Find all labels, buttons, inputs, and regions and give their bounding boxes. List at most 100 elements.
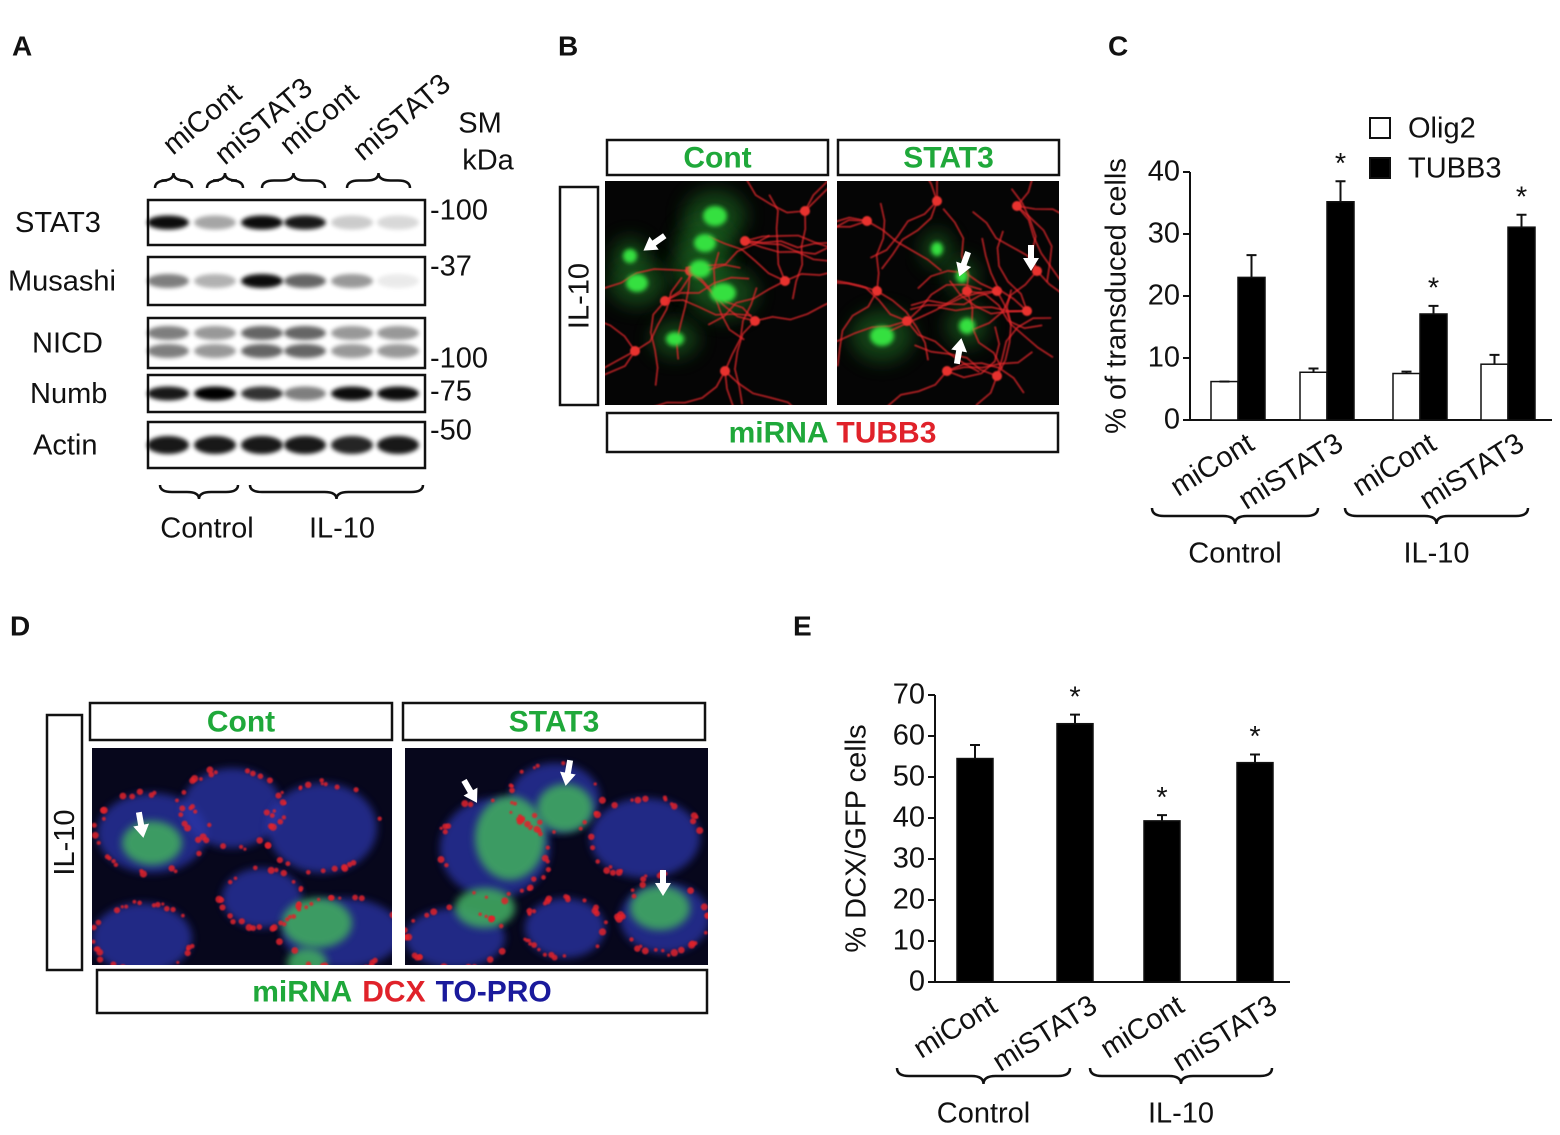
dcx-signal xyxy=(256,837,264,844)
dcx-signal xyxy=(532,766,536,770)
x-tick-label: miSTAT3 xyxy=(1167,989,1283,1078)
gfp-cell xyxy=(870,326,894,346)
y-tick-label: 0 xyxy=(1164,404,1180,436)
dcx-signal xyxy=(509,787,515,794)
neurite xyxy=(605,322,636,352)
nucleus xyxy=(525,898,605,958)
dcx-signal xyxy=(181,790,187,795)
dcx-signal xyxy=(276,856,284,864)
dcx-signal xyxy=(178,812,184,818)
neurite xyxy=(837,216,868,223)
nucleus xyxy=(222,868,302,928)
dcx-signal xyxy=(120,964,126,965)
bar xyxy=(1143,820,1181,983)
dcx-signal xyxy=(238,918,245,925)
row-label: IL-10 xyxy=(49,809,81,875)
error-bar xyxy=(1401,370,1412,374)
dcx-signal xyxy=(265,842,272,849)
dcx-signal xyxy=(472,964,477,965)
blot-band xyxy=(194,215,236,230)
dcx-signal xyxy=(472,891,476,895)
dcx-signal xyxy=(368,963,375,965)
dcx-signal xyxy=(203,837,210,844)
blot-band xyxy=(147,344,189,358)
dcx-signal xyxy=(478,912,482,916)
neurite xyxy=(744,240,827,255)
neurite xyxy=(754,302,827,322)
dcx-signal xyxy=(252,865,258,871)
dcx-signal xyxy=(271,924,278,931)
gfp-cell xyxy=(537,784,593,832)
gfp-cell xyxy=(710,283,736,303)
error-bar xyxy=(1308,367,1319,373)
dcx-signal xyxy=(411,919,416,923)
dcx-signal xyxy=(267,823,274,829)
neurite xyxy=(981,237,1028,312)
micrograph xyxy=(605,181,827,405)
dcx-signal xyxy=(196,850,202,857)
neurite xyxy=(605,350,636,376)
neurite xyxy=(887,370,948,405)
dcx-signal xyxy=(578,826,583,831)
neurite xyxy=(936,181,939,201)
dcx-signal xyxy=(593,782,597,786)
y-tick-label: 30 xyxy=(1148,218,1180,250)
bar xyxy=(1480,363,1509,421)
gfp-cell xyxy=(455,888,515,928)
dcx-signal xyxy=(552,830,556,834)
dcx-signal xyxy=(582,819,587,825)
neurite xyxy=(837,220,868,228)
neurite xyxy=(972,270,1038,331)
red-soma xyxy=(872,286,882,296)
blot-band xyxy=(331,326,373,340)
dcx-signal xyxy=(263,809,270,816)
dcx-signal xyxy=(320,782,324,786)
gfp-cell xyxy=(282,898,352,948)
dcx-signal xyxy=(164,905,170,912)
dcx-signal xyxy=(95,919,102,926)
dcx-signal xyxy=(598,796,606,804)
dcx-signal xyxy=(490,915,496,921)
dcx-signal xyxy=(611,801,618,809)
neurite xyxy=(744,240,827,262)
dcx-signal xyxy=(542,901,547,906)
dcx-signal xyxy=(662,795,667,800)
dcx-signal xyxy=(233,876,238,881)
dcx-signal xyxy=(603,920,608,925)
dcx-signal xyxy=(640,876,647,883)
dcx-signal xyxy=(562,954,567,958)
dcx-signal xyxy=(139,870,148,878)
dcx-signal xyxy=(334,784,340,790)
bar xyxy=(1326,201,1355,421)
dcx-signal xyxy=(442,829,448,835)
nucleus xyxy=(267,783,377,873)
dcx-signal xyxy=(545,845,550,850)
dcx-signal xyxy=(372,957,378,964)
blot-band xyxy=(241,386,283,401)
dcx-signal xyxy=(531,909,537,914)
neurite xyxy=(804,188,827,212)
column-header: Cont xyxy=(683,141,751,174)
dcx-signal xyxy=(537,819,543,825)
dcx-signal xyxy=(305,961,312,965)
dcx-signal xyxy=(179,805,186,812)
legend-swatch xyxy=(1369,157,1391,179)
red-soma xyxy=(720,366,730,376)
arrow xyxy=(956,251,972,277)
dcx-signal xyxy=(280,869,287,877)
size-marker: -50 xyxy=(430,415,472,447)
dcx-signal xyxy=(509,810,513,814)
neurite xyxy=(734,320,756,405)
dcx-signal xyxy=(401,922,405,926)
dcx-signal xyxy=(630,798,634,802)
dcx-signal xyxy=(352,894,358,901)
y-tick-label: 20 xyxy=(893,884,925,916)
neurite xyxy=(1016,181,1033,207)
dcx-signal xyxy=(524,820,531,828)
dcx-signal xyxy=(486,956,494,963)
dcx-signal xyxy=(92,822,97,828)
blot-band xyxy=(241,326,283,340)
y-tick-label: 10 xyxy=(893,925,925,957)
dcx-signal xyxy=(531,942,538,948)
dcx-signal xyxy=(542,952,547,957)
